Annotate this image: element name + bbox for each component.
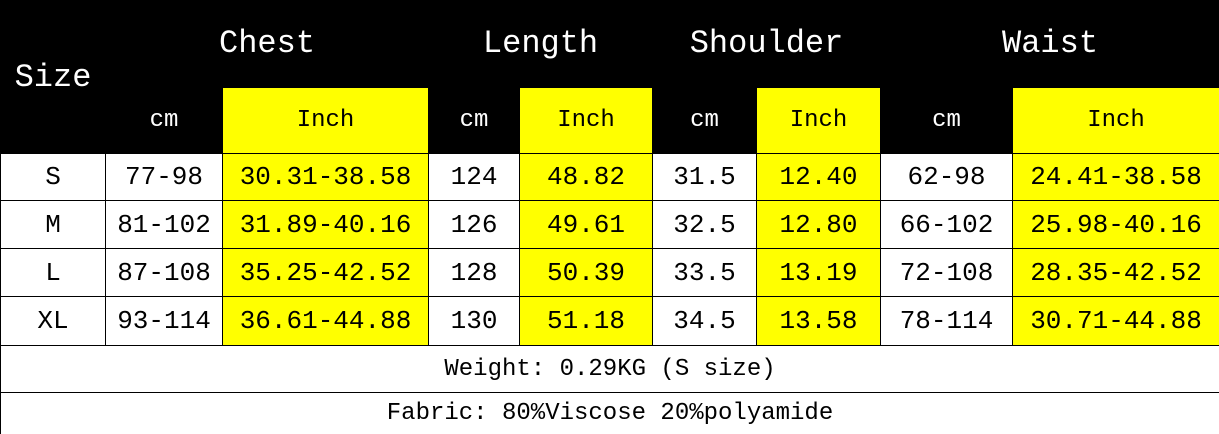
unit-header: Inch — [756, 87, 882, 154]
value-cell: 77-98 — [105, 153, 223, 201]
value-cell: 87-108 — [105, 248, 223, 297]
value-cell: 30.31-38.58 — [221, 153, 430, 201]
group-header: Shoulder — [652, 0, 882, 88]
note: Weight: 0.29KG (S size) — [0, 345, 1219, 393]
value-cell: 126 — [428, 200, 521, 249]
group-header: Waist — [880, 0, 1219, 88]
size-cell: L — [0, 248, 106, 297]
unit-header: cm — [880, 87, 1014, 154]
group-header: Length — [428, 0, 654, 88]
value-cell: 62-98 — [880, 153, 1014, 201]
note-row: Weight: 0.29KG (S size) — [0, 345, 1219, 393]
unit-row: cm Inch cm Inch cm Inch cm Inch — [1, 87, 1219, 154]
value-cell: 93-114 — [105, 296, 223, 346]
note-row: Fabric: 80%Viscose 20%polyamide — [0, 392, 1219, 434]
value-cell: 128 — [428, 248, 521, 297]
size-cell: M — [0, 200, 106, 249]
unit-header: Inch — [1012, 87, 1219, 154]
value-cell: 31.89-40.16 — [221, 200, 430, 249]
unit-header: cm — [105, 87, 223, 154]
value-cell: 81-102 — [105, 200, 223, 249]
value-cell: 24.41-38.58 — [1012, 153, 1219, 201]
value-cell: 30.71-44.88 — [1012, 296, 1219, 346]
size-header: Size — [0, 0, 106, 154]
data-row: M 81-102 31.89-40.16 126 49.61 32.5 12.80 66-10… — [0, 200, 1219, 249]
value-cell: 12.40 — [756, 153, 882, 201]
value-cell: 50.39 — [519, 248, 654, 297]
note: Fabric: 80%Viscose 20%polyamide — [0, 392, 1219, 434]
unit-header: Inch — [221, 87, 430, 154]
value-cell: 31.5 — [652, 153, 758, 201]
size-cell: S — [0, 153, 106, 201]
value-cell: 48.82 — [519, 153, 654, 201]
unit-header: cm — [652, 87, 758, 154]
value-cell: 124 — [428, 153, 521, 201]
value-cell: 35.25-42.52 — [221, 248, 430, 297]
value-cell: 34.5 — [652, 296, 758, 346]
data-row: L 87-108 35.25-42.52 128 50.39 33.5 13.19 72-10… — [0, 248, 1219, 297]
value-cell: 66-102 — [880, 200, 1014, 249]
value-cell: 36.61-44.88 — [221, 296, 430, 346]
value-cell: 25.98-40.16 — [1012, 200, 1219, 249]
value-cell: 33.5 — [652, 248, 758, 297]
value-cell: 49.61 — [519, 200, 654, 249]
value-cell: 78-114 — [880, 296, 1014, 346]
data-row: S 77-98 30.31-38.58 124 48.82 31.5 12.40 62-98 2… — [0, 153, 1219, 201]
value-cell: 13.19 — [756, 248, 882, 297]
unit-header: Inch — [519, 87, 654, 154]
header-row: Size Chest Length Shoulder Waist — [0, 0, 1219, 154]
data-row: XL 93-114 36.61-44.88 130 51.18 34.5 13.58 78-1… — [0, 296, 1219, 346]
value-cell: 13.58 — [756, 296, 882, 346]
value-cell: 32.5 — [652, 200, 758, 249]
unit-header: cm — [428, 87, 521, 154]
group-header: Chest — [104, 0, 430, 88]
size-cell: XL — [0, 296, 106, 346]
value-cell: 51.18 — [519, 296, 654, 346]
value-cell: 130 — [428, 296, 521, 346]
value-cell: 28.35-42.52 — [1012, 248, 1219, 297]
value-cell: 12.80 — [756, 200, 882, 249]
value-cell: 72-108 — [880, 248, 1014, 297]
